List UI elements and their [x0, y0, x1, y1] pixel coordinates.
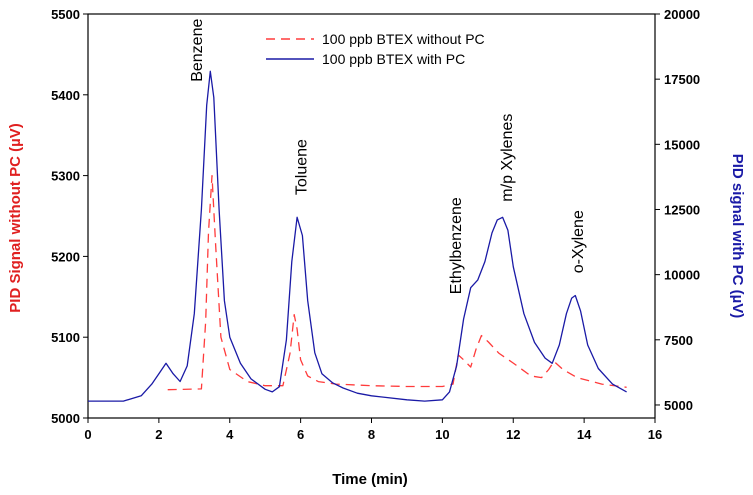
peak-label: Benzene: [189, 19, 206, 82]
left-y-tick-label: 5500: [51, 7, 80, 22]
x-tick-label: 12: [506, 427, 520, 442]
legend-label-without-pc: 100 ppb BTEX without PC: [322, 31, 485, 47]
peak-label: m/p Xylenes: [499, 114, 516, 202]
x-tick-label: 4: [226, 427, 234, 442]
left-y-tick-label: 5400: [51, 88, 80, 103]
left-y-tick-label: 5200: [51, 249, 80, 264]
left-y-tick-label: 5300: [51, 169, 80, 184]
right-y-tick-label: 5000: [664, 398, 693, 413]
series-layer: [88, 70, 627, 402]
right-y-axis-title: PID signal with PC (µV): [729, 154, 746, 319]
left-y-tick-label: 5100: [51, 330, 80, 345]
x-tick-label: 14: [577, 427, 592, 442]
peak-label: o-Xylene: [570, 210, 587, 273]
x-tick-label: 16: [648, 427, 662, 442]
x-tick-label: 2: [155, 427, 162, 442]
right-y-tick-label: 12500: [664, 202, 700, 217]
x-axis-title: Time (min): [332, 471, 408, 488]
peak-label: Toluene: [294, 139, 311, 195]
right-y-tick-label: 20000: [664, 7, 700, 22]
legend: 100 ppb BTEX without PC 100 ppb BTEX wit…: [266, 31, 485, 67]
x-tick-label: 8: [368, 427, 375, 442]
peak-label: Ethylbenzene: [448, 197, 465, 294]
peak-annotations: Benzene Toluene Ethylbenzene m/p Xylenes o-X…: [189, 19, 587, 295]
legend-label-with-pc: 100 ppb BTEX with PC: [322, 51, 465, 67]
x-tick-label: 0: [84, 427, 91, 442]
right-y-tick-label: 7500: [664, 333, 693, 348]
series-line-with-pc: [88, 70, 627, 402]
x-tick-label: 6: [297, 427, 304, 442]
left-y-axis-title: PID Signal without PC (µV): [7, 123, 24, 312]
series-line-without-pc: [167, 174, 627, 391]
right-y-tick-label: 17500: [664, 72, 700, 87]
x-tick-label: 10: [435, 427, 449, 442]
right-y-tick-label: 10000: [664, 268, 700, 283]
axes: 0 2 4 6 8 10 12 14 16500051005200530054005500500…: [51, 7, 700, 442]
left-y-tick-label: 5000: [51, 411, 80, 426]
right-y-tick-label: 15000: [664, 137, 700, 152]
